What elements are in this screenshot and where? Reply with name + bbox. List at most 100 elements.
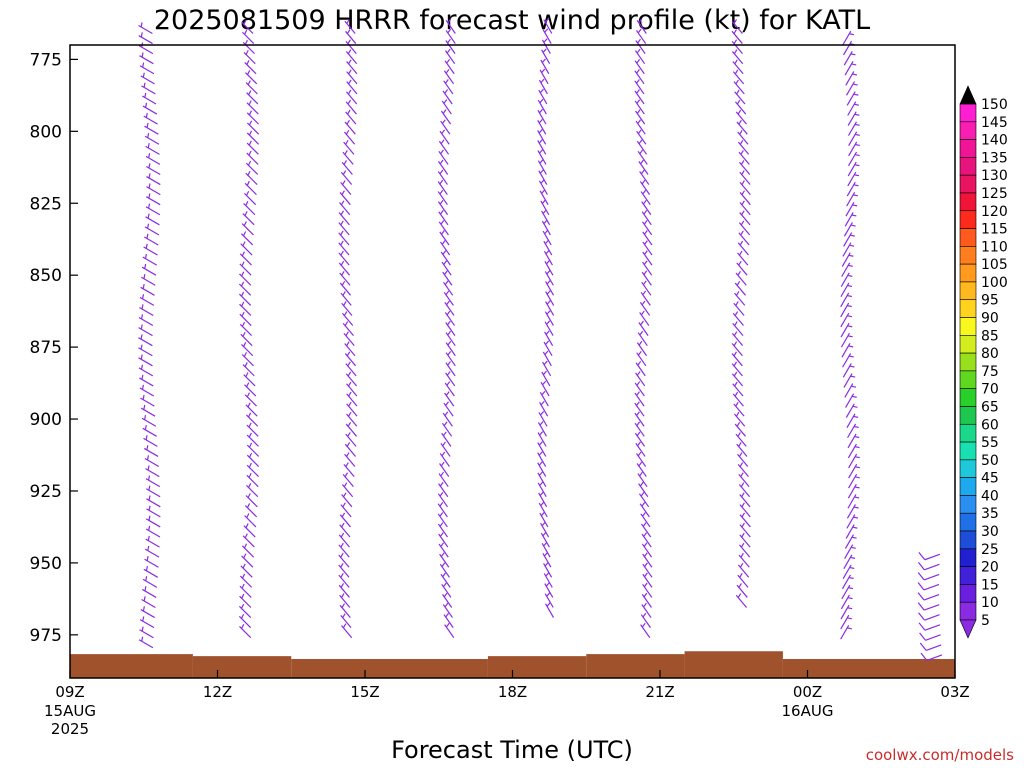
wind-barb-7-1	[842, 40, 855, 56]
wind-barb-2-1	[345, 29, 357, 44]
ground-segment-4	[586, 654, 685, 678]
wind-barb-6-1	[731, 29, 743, 44]
wind-barb-0-53	[144, 555, 159, 568]
wind-barb-1-48	[244, 503, 258, 518]
wind-barb-0-15	[146, 173, 161, 186]
wind-barb-7-8	[847, 111, 860, 126]
wind-barb-2-33	[344, 351, 357, 367]
wind-barb-5-29	[639, 310, 650, 326]
wind-barb-6-2	[731, 39, 743, 55]
colorbar-box-60	[959, 406, 977, 425]
wind-barb-0-35	[139, 374, 154, 387]
plot-frame	[69, 44, 956, 679]
wind-barb-5-22	[642, 240, 653, 256]
wind-barb-1-5	[245, 70, 258, 85]
wind-barb-6-11	[737, 129, 749, 145]
wind-barb-4-52	[541, 541, 551, 558]
wind-barb-0-26	[140, 284, 155, 296]
wind-barb-7-33	[842, 363, 855, 378]
wind-barb-6-24	[736, 260, 748, 276]
wind-barb-1-20	[241, 221, 254, 236]
wind-barb-6-51	[739, 532, 751, 548]
ground-segment-3	[487, 656, 587, 678]
wind-barb-1-59	[238, 613, 252, 629]
wind-barb-1-40	[246, 422, 259, 437]
x-tick-label-2: 15Z	[350, 683, 379, 701]
wind-barb-7-30	[840, 332, 853, 348]
wind-barb-6-9	[735, 109, 747, 125]
wind-barb-2-3	[345, 49, 358, 65]
wind-barb-2-23	[338, 250, 350, 266]
wind-barb-5-12	[636, 139, 648, 155]
wind-barb-3-38	[443, 401, 454, 417]
wind-barb-2-36	[346, 381, 358, 397]
wind-barb-1-51	[242, 533, 255, 548]
x-tick-label-4: 21Z	[645, 683, 674, 701]
wind-barb-6-49	[739, 512, 751, 528]
wind-barb-2-55	[338, 573, 350, 588]
wind-barb-2-12	[343, 140, 355, 155]
wind-barb-4-12	[537, 139, 547, 155]
wind-barb-4-56	[544, 582, 554, 598]
wind-barb-5-18	[641, 199, 652, 216]
wind-barb-0-31	[138, 334, 153, 347]
wind-barb-5-52	[641, 542, 653, 558]
wind-barb-0-32	[138, 344, 153, 357]
wind-barb-0-52	[144, 545, 160, 558]
wind-barb-1-54	[240, 563, 253, 578]
wind-barb-6-36	[732, 381, 744, 397]
y-tick-label-875: 875	[30, 338, 62, 358]
wind-barb-1-32	[241, 342, 254, 357]
wind-barb-7-38	[846, 413, 859, 428]
wind-barb-1-27	[238, 291, 252, 306]
wind-barb-2-0	[344, 19, 356, 34]
wind-barb-1-49	[244, 513, 257, 528]
y-tick-label-800: 800	[30, 122, 62, 142]
wind-barb-3-32	[445, 340, 456, 357]
wind-barb-5-17	[640, 189, 651, 206]
wind-barb-6-34	[731, 361, 743, 377]
wind-barb-1-38	[245, 402, 258, 417]
wind-barb-0-43	[144, 455, 160, 468]
y-tick-label-850: 850	[30, 266, 62, 286]
wind-barb-6-23	[737, 250, 749, 266]
colorbar-label-65: 65	[981, 399, 999, 415]
wind-barb-1-53	[241, 553, 254, 568]
wind-barb-7-48	[846, 514, 859, 529]
wind-barb-3-39	[442, 411, 453, 427]
colorbar-label-110: 110	[981, 239, 1008, 255]
wind-barb-0-38	[140, 404, 156, 417]
wind-barb-2-47	[341, 492, 353, 508]
wind-barb-6-14	[738, 160, 751, 175]
ground-segment-2	[291, 659, 488, 678]
wind-barb-5-10	[635, 119, 646, 135]
wind-barb-3-25	[442, 270, 453, 286]
wind-barb-1-4	[244, 60, 257, 75]
wind-barb-6-6	[733, 79, 745, 95]
colorbar-box-55	[959, 423, 977, 443]
wind-barb-4-17	[539, 189, 549, 205]
wind-barb-1-46	[246, 483, 259, 498]
wind-barb-4-42	[537, 441, 547, 457]
colorbar-box-90	[959, 299, 977, 318]
x-tick-sublabel-5-0: 16AUG	[782, 702, 834, 720]
wind-barb-1-44	[246, 462, 259, 478]
colorbar-box-110	[959, 228, 977, 247]
wind-barb-3-1	[445, 28, 456, 44]
colorbar-box-80	[959, 335, 977, 354]
colorbar-label-25: 25	[981, 542, 999, 558]
wind-barb-2-28	[341, 301, 353, 316]
wind-barb-7-25	[840, 282, 853, 298]
wind-barb-3-49	[437, 512, 448, 528]
wind-barb-4-32	[543, 340, 553, 357]
x-tick-label-5: 00Z	[793, 683, 822, 701]
wind-barb-4-57	[544, 592, 554, 608]
wind-barb-2-18	[339, 200, 351, 216]
wind-barb-8-2	[917, 572, 940, 581]
wind-barb-1-25	[239, 271, 252, 286]
wind-barb-3-51	[438, 532, 449, 548]
y-tick-label-925: 925	[30, 482, 62, 502]
wind-barb-6-7	[734, 89, 746, 105]
colorbar-label-40: 40	[981, 488, 999, 504]
